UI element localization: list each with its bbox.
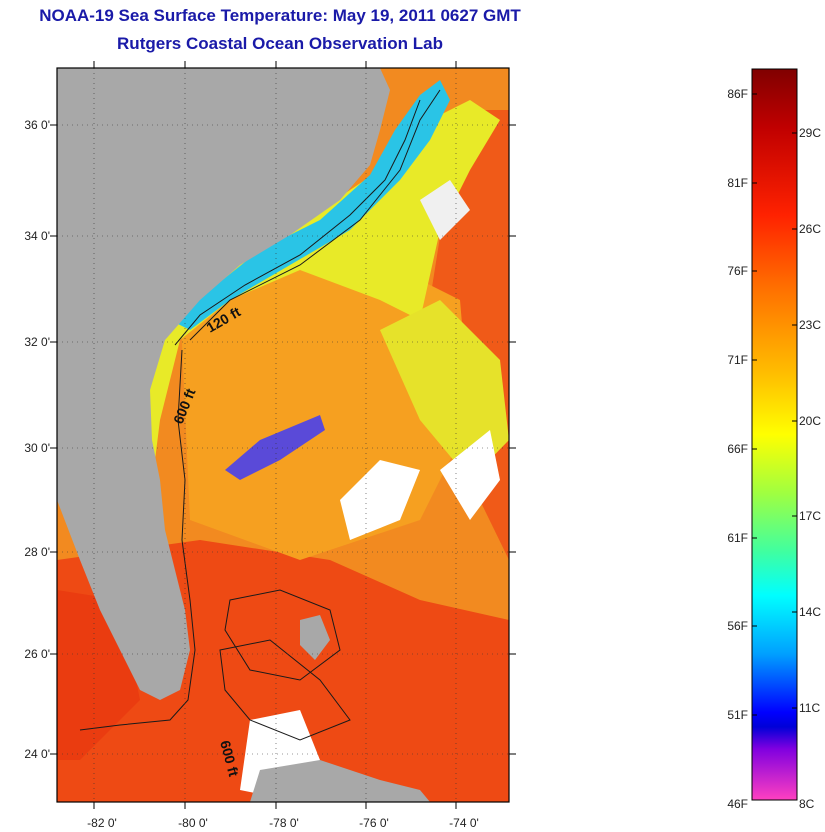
cloud-patch — [340, 460, 420, 540]
colorbar-label-fahrenheit: 76F — [727, 264, 748, 278]
depth-contour-600ft — [79, 349, 196, 731]
depth-contour-shelf-edge — [189, 89, 441, 341]
latitude-label: 36 0' — [24, 118, 50, 132]
latitude-label: 30 0' — [24, 441, 50, 455]
colorbar-label-fahrenheit: 81F — [727, 176, 748, 190]
depth-contour-120ft — [174, 99, 421, 346]
us-east-coast-land — [57, 68, 390, 700]
longitude-label: -76 0' — [359, 816, 389, 830]
map-subtitle: Rutgers Coastal Ocean Observation Lab — [117, 34, 443, 53]
colorbar-label-celsius: 8C — [799, 797, 815, 811]
colorbar-label-celsius: 29C — [799, 126, 822, 140]
frame-ticks — [50, 61, 516, 809]
colorbar-label-celsius: 17C — [799, 509, 822, 523]
colorbar-label-celsius: 14C — [799, 605, 822, 619]
colorbar-label-fahrenheit: 86F — [727, 87, 748, 101]
cloud-patch — [420, 180, 470, 240]
latitude-label: 34 0' — [24, 229, 50, 243]
cloud-patch — [440, 430, 500, 520]
colorbar-label-fahrenheit: 66F — [727, 442, 748, 456]
cool-shelf-water — [140, 100, 500, 500]
longitude-label: -78 0' — [269, 816, 299, 830]
latitude-label: 26 0' — [24, 647, 50, 661]
colorbar-label-fahrenheit: 71F — [727, 353, 748, 367]
latitude-label: 24 0' — [24, 747, 50, 761]
longitude-label: -74 0' — [449, 816, 479, 830]
colorbar — [751, 68, 798, 801]
colorbar-label-celsius: 20C — [799, 414, 822, 428]
depth-contour-bahamas — [224, 589, 341, 681]
colorbar-ticks — [752, 93, 797, 716]
colorbar-label-celsius: 23C — [799, 318, 822, 332]
map-title: NOAA-19 Sea Surface Temperature: May 19,… — [39, 6, 521, 25]
map-grid — [57, 68, 509, 802]
cold-water-streak — [225, 415, 325, 480]
latitude-label: 28 0' — [24, 545, 50, 559]
latitude-label: 32 0' — [24, 335, 50, 349]
colorbar-label-celsius: 11C — [799, 701, 821, 715]
colorbar-label-fahrenheit: 56F — [727, 619, 748, 633]
colorbar-label-fahrenheit: 61F — [727, 531, 748, 545]
depth-contour-bahamas-south — [219, 639, 351, 741]
colorbar-label-celsius: 26C — [799, 222, 822, 236]
coastal-cold-water — [170, 80, 450, 330]
cuba-land — [250, 760, 430, 802]
bahamas-land — [300, 615, 330, 660]
eastern-cool-band — [380, 300, 509, 480]
longitude-label: -82 0' — [87, 816, 117, 830]
map-frame — [56, 67, 510, 803]
longitude-label: -80 0' — [178, 816, 208, 830]
colorbar-label-fahrenheit: 46F — [727, 797, 748, 811]
colorbar-label-fahrenheit: 51F — [727, 708, 748, 722]
